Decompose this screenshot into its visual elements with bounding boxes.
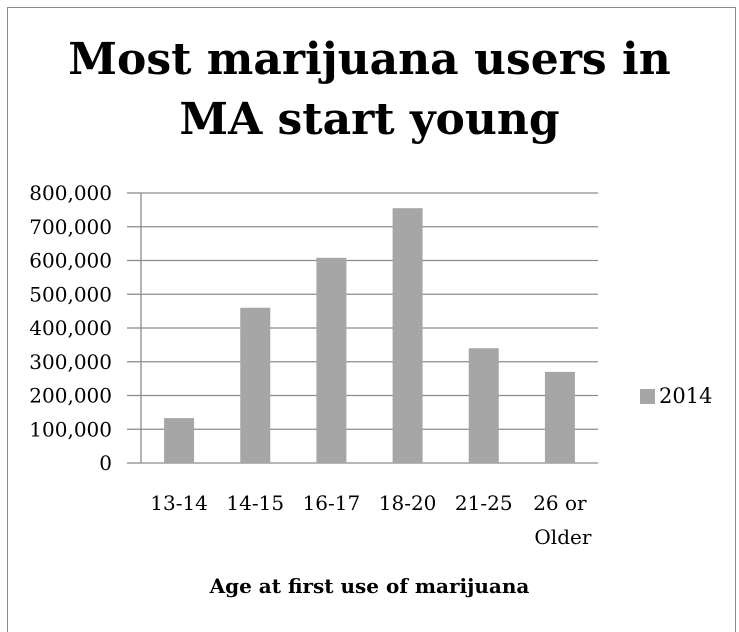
bar-3 <box>392 208 423 463</box>
x-tick-label-0: 13-14 <box>150 491 208 515</box>
y-tick-label-8: 800,000 <box>29 181 112 205</box>
x-tick-label-4: 21-25 <box>455 491 513 515</box>
y-tick-label-7: 700,000 <box>29 215 112 239</box>
chart-title-line-1: Most marijuana users in <box>68 34 671 85</box>
y-tick-label-2: 200,000 <box>29 384 112 408</box>
x-axis-title: Age at first use of marijuana <box>209 574 530 598</box>
y-tick-label-5: 500,000 <box>29 282 112 306</box>
y-tick-label-1: 100,000 <box>29 417 112 441</box>
x-tick-label-5-line-1: Older <box>534 525 591 549</box>
bar-0 <box>164 418 195 463</box>
y-tick-label-3: 300,000 <box>29 350 112 374</box>
x-tick-label-5-line-0: 26 or <box>533 491 587 515</box>
x-tick-label-2: 16-17 <box>303 491 361 515</box>
chart-frame <box>7 7 736 632</box>
x-tick-label-3: 18-20 <box>379 491 437 515</box>
legend-label-2014: 2014 <box>659 384 713 408</box>
bar-1 <box>240 307 271 463</box>
y-tick-label-6: 600,000 <box>29 249 112 273</box>
y-tick-label-4: 400,000 <box>29 316 112 340</box>
bar-4 <box>468 348 499 463</box>
legend-swatch-2014 <box>640 388 655 404</box>
chart-title-line-2: MA start young <box>179 94 560 145</box>
y-tick-label-0: 0 <box>99 451 112 475</box>
legend: 2014 <box>640 384 712 408</box>
x-tick-label-1: 14-15 <box>226 491 284 515</box>
bar-2 <box>316 257 347 463</box>
bar-5 <box>544 371 575 463</box>
chart-title: Most marijuana users in MA start young <box>0 30 739 150</box>
